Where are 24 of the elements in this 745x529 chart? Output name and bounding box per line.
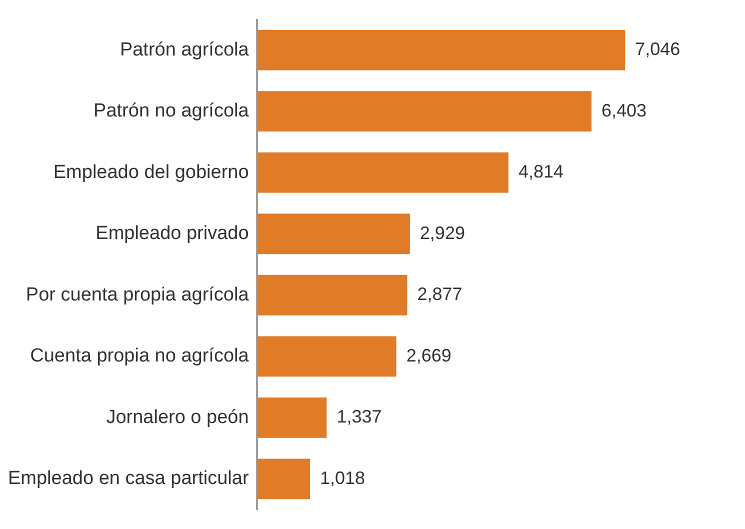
bar (256, 274, 408, 316)
bar (256, 397, 327, 438)
data-label: 7,046 (635, 39, 680, 60)
bar (256, 336, 396, 377)
bar (256, 152, 508, 193)
bar (256, 30, 626, 70)
y-tick-label: Empleado privado (96, 223, 249, 244)
data-label: 2,669 (406, 345, 452, 366)
y-tick-label: Por cuenta propia agrícola (26, 284, 250, 306)
data-label: 2,929 (420, 222, 465, 243)
y-tick-label: Empleado en casa particular (8, 468, 250, 490)
y-tick-label: Patrón agrícola (120, 39, 250, 60)
data-label: 6,403 (602, 100, 647, 120)
bar (256, 458, 310, 500)
y-tick-label: Patrón no agrícola (94, 100, 250, 122)
data-label: 4,814 (518, 162, 564, 182)
data-label: 1,337 (336, 406, 382, 427)
bar (256, 214, 410, 254)
bar (256, 91, 592, 132)
y-tick-label: Cuenta propia no agrícola (30, 346, 250, 367)
y-tick-label: Jornalero o peón (106, 406, 249, 428)
y-tick-label: Empleado del gobierno (53, 162, 249, 183)
data-label: 2,877 (417, 284, 462, 304)
data-label: 1,018 (320, 468, 366, 488)
